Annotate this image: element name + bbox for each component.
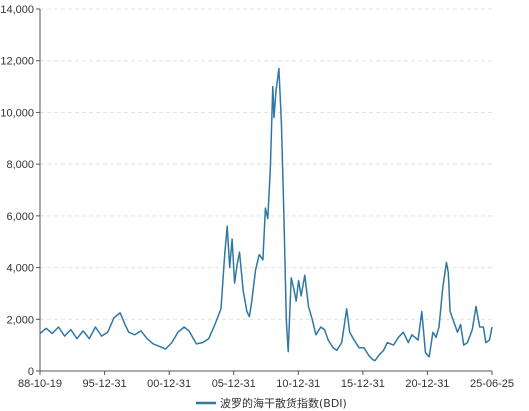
tick-labels: 0 2,000 4,000 6,000 8,000 10,000 12,000 14,000 8… (0, 4, 514, 390)
legend-label: 波罗的海干散货指数(BDI) (220, 396, 347, 410)
y-tick-label: 2,000 (6, 314, 34, 326)
y-tick-label: 0 (28, 366, 34, 378)
x-tick-label: 88-10-19 (18, 378, 62, 390)
x-tick-label: 00-12-31 (147, 378, 191, 390)
x-tick-label: 05-12-31 (212, 378, 256, 390)
legend[interactable]: 波罗的海干散货指数(BDI) (196, 396, 347, 410)
gridlines (40, 8, 492, 320)
series-layer (39, 67, 493, 362)
series-line-bdi (39, 67, 493, 362)
x-tick-label: 20-12-31 (405, 378, 449, 390)
x-tick-label: 25-06-25 (470, 378, 514, 390)
y-tick-label: 10,000 (0, 107, 34, 119)
x-tick-label: 15-12-31 (341, 378, 385, 390)
y-tick-label: 12,000 (0, 56, 34, 68)
axes (36, 8, 493, 375)
x-tick-label: 95-12-31 (83, 378, 127, 390)
y-tick-label: 6,000 (6, 211, 34, 223)
y-tick-label: 4,000 (6, 263, 34, 275)
y-tick-label: 14,000 (0, 4, 34, 16)
x-tick-label: 10-12-31 (276, 378, 320, 390)
y-tick-label: 8,000 (6, 159, 34, 171)
